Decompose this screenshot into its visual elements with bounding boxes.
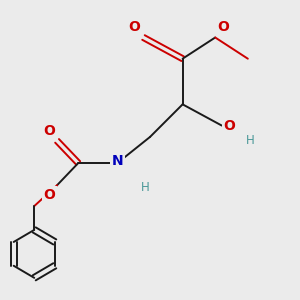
Text: O: O [224,118,235,133]
Text: O: O [44,124,56,138]
Text: N: N [112,154,123,168]
Text: H: H [246,134,255,147]
Text: O: O [128,20,140,34]
Text: O: O [217,20,229,34]
Text: H: H [141,181,149,194]
Text: O: O [44,188,56,202]
